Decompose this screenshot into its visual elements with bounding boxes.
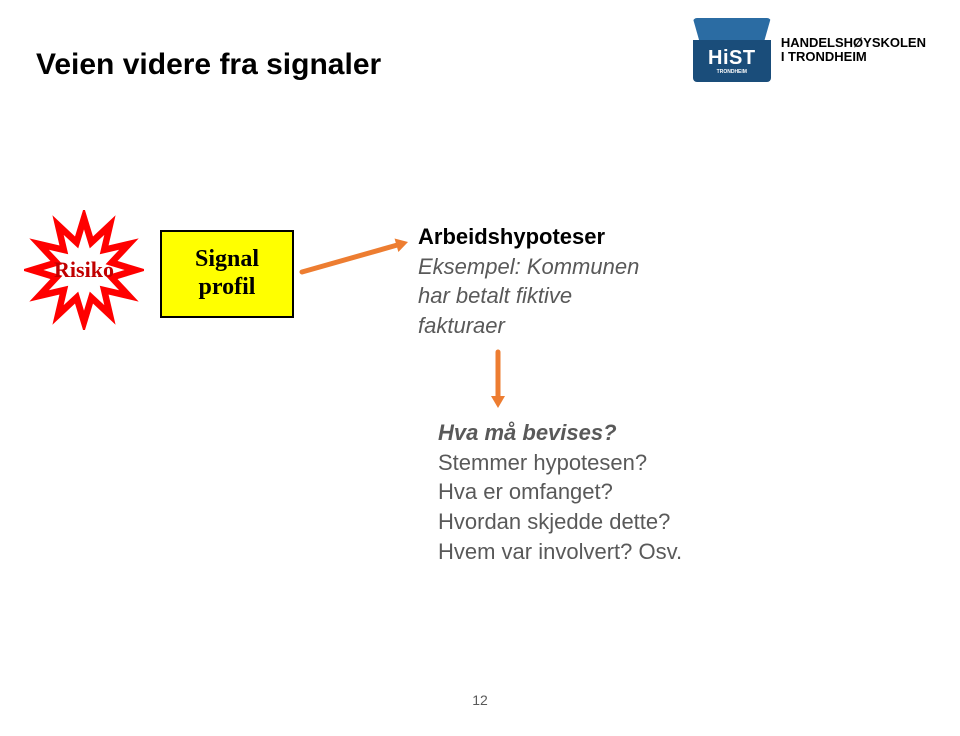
questions-l4: Hvem var involvert? Osv.	[438, 537, 682, 567]
hypothesis-body-l2: har betalt fiktive	[418, 281, 639, 311]
hypothesis-block: Arbeidshypoteser Eksempel: Kommunen har …	[418, 222, 639, 341]
risiko-label: Risiko	[54, 257, 114, 283]
hist-logo-text: HANDELSHØYSKOLEN I TRONDHEIM	[781, 36, 926, 65]
signal-profil-box: Signal profil	[160, 230, 294, 318]
hist-logo-body: HiST TRONDHEIM	[693, 40, 771, 82]
signal-profil-text: Signal profil	[195, 246, 259, 301]
hypothesis-title: Arbeidshypoteser	[418, 222, 639, 252]
questions-block: Hva må bevises? Stemmer hypotesen? Hva e…	[438, 418, 682, 566]
page-number: 12	[472, 692, 488, 708]
questions-l2: Hva er omfanget?	[438, 477, 682, 507]
signal-line1: Signal	[195, 246, 259, 274]
questions-l3: Hvordan skjedde dette?	[438, 507, 682, 537]
hist-logo: HiST TRONDHEIM HANDELSHØYSKOLEN I TRONDH…	[693, 18, 926, 82]
questions-l1: Stemmer hypotesen?	[438, 448, 682, 478]
questions-lead: Hva må bevises?	[438, 418, 682, 448]
hist-logo-sub: TRONDHEIM	[717, 70, 747, 75]
hist-logo-top	[693, 18, 771, 40]
page-title: Veien videre fra signaler	[36, 48, 381, 82]
hist-logo-hist: HiST	[708, 48, 756, 68]
arrow-hypothesis-to-questions	[483, 337, 513, 423]
risiko-starburst: Risiko	[24, 210, 144, 330]
signal-line2: profil	[195, 274, 259, 302]
hypothesis-body-l3: fakturaer	[418, 311, 639, 341]
hist-logo-line2: I TRONDHEIM	[781, 50, 926, 64]
hypothesis-body-l1: Eksempel: Kommunen	[418, 252, 639, 282]
hist-logo-mark: HiST TRONDHEIM	[693, 18, 771, 82]
arrow-signal-to-hypothesis	[287, 227, 423, 287]
hist-logo-line1: HANDELSHØYSKOLEN	[781, 36, 926, 50]
